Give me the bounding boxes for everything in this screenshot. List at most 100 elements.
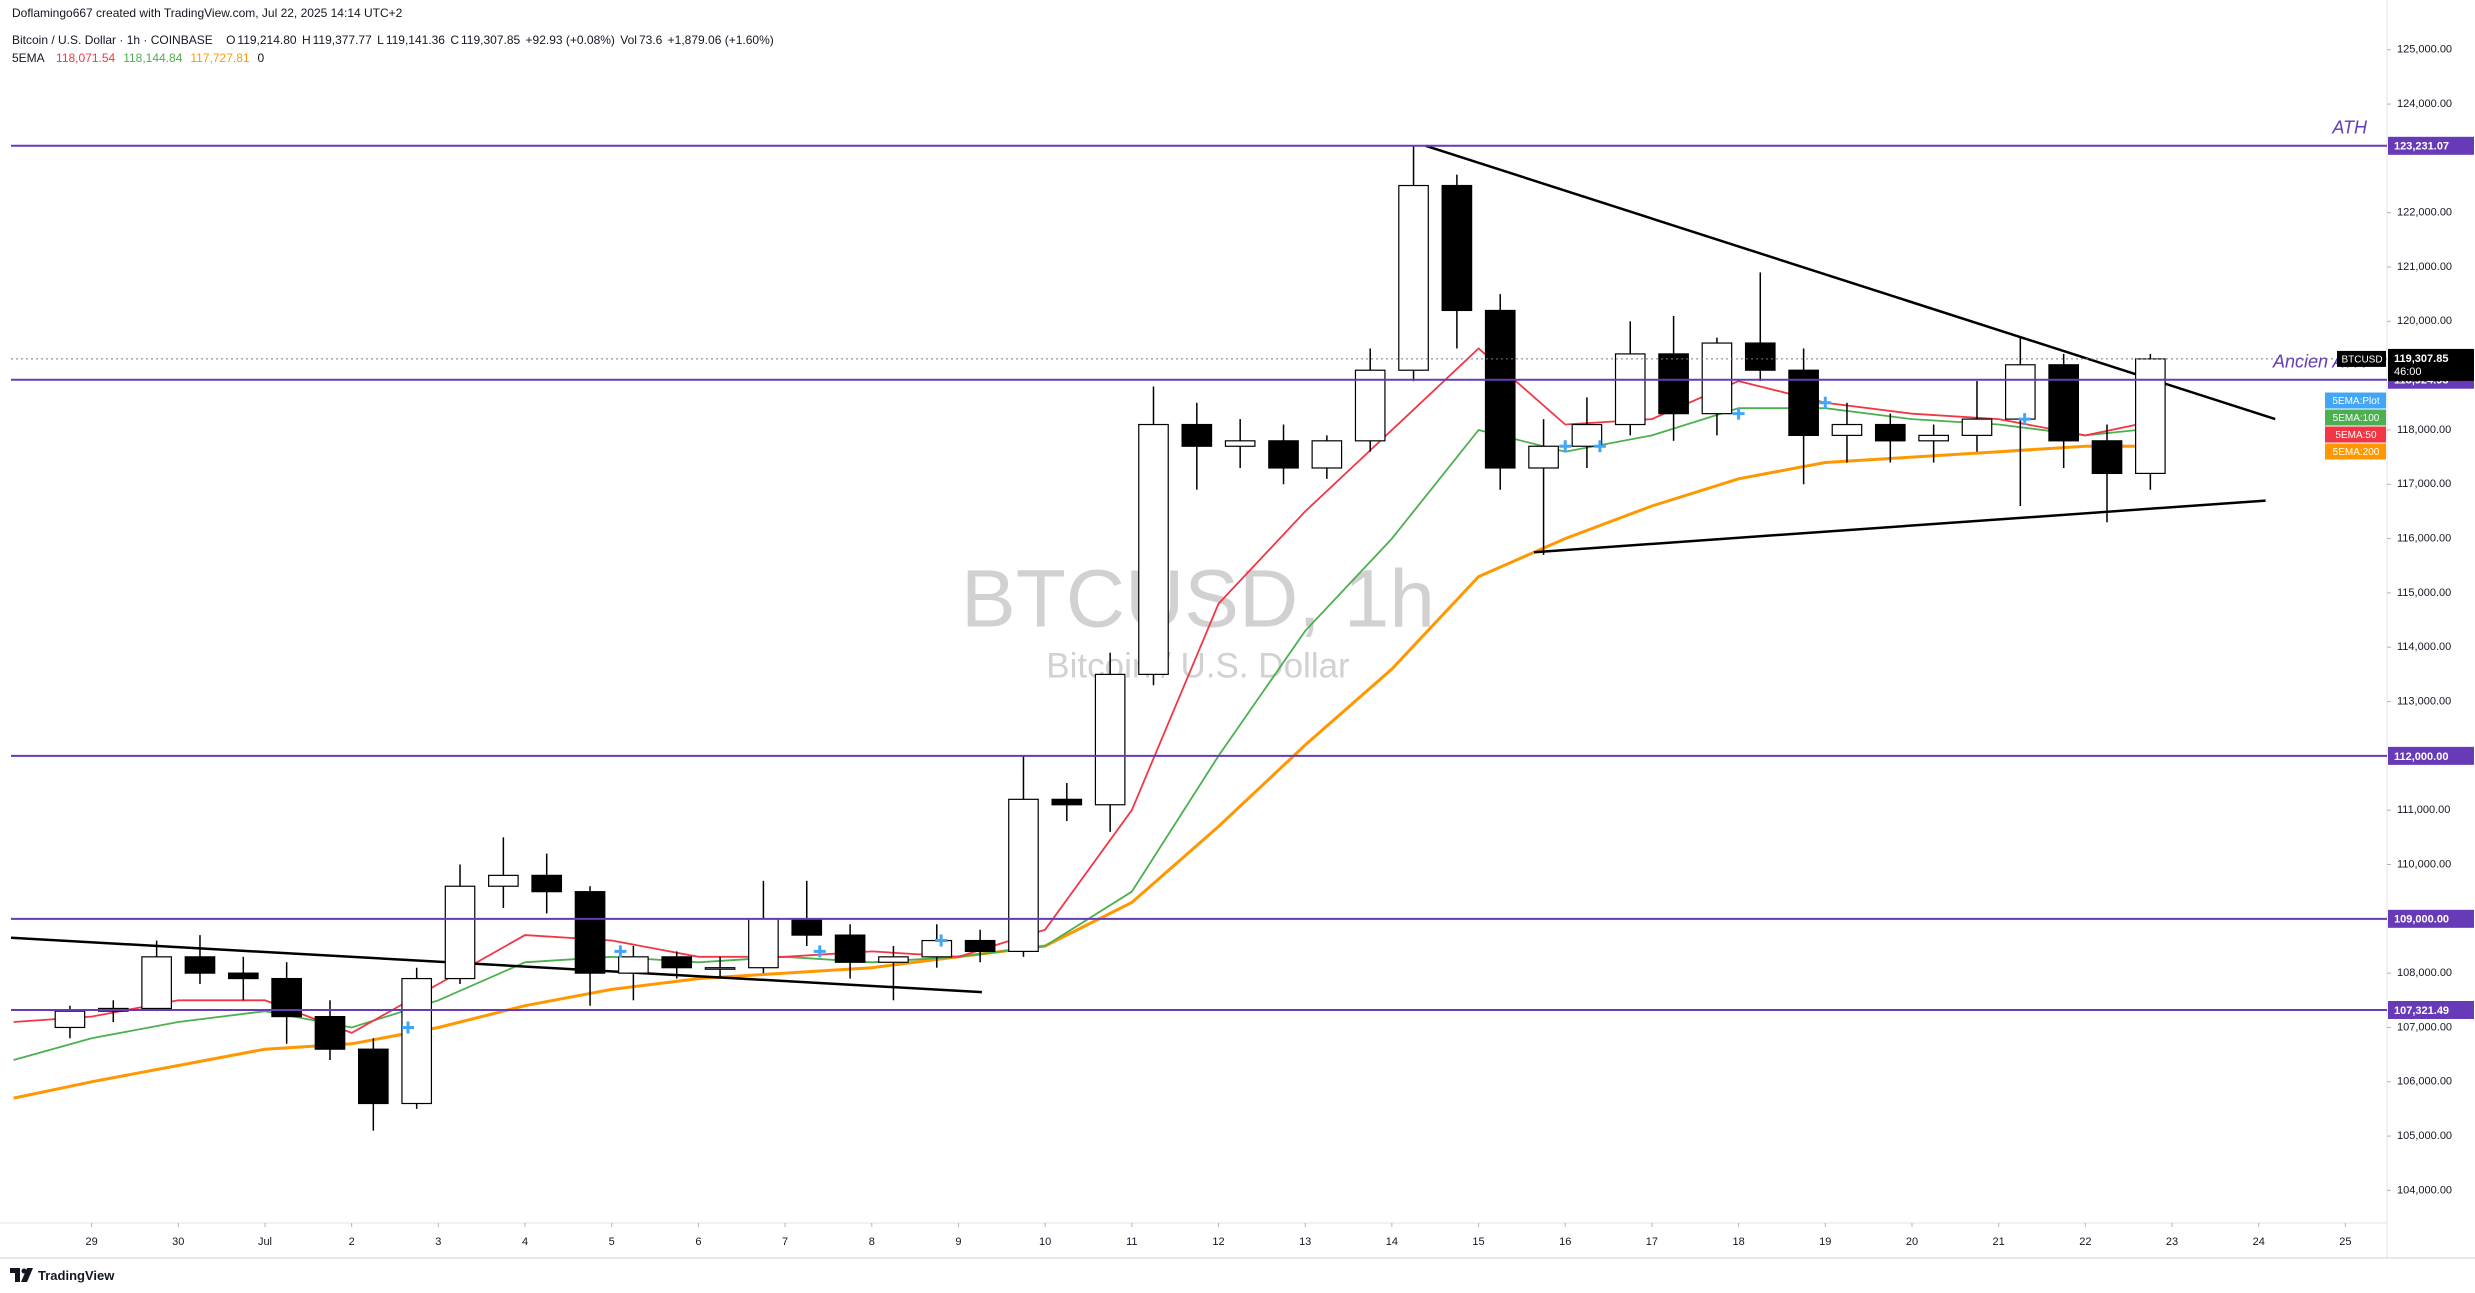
- candle-body: [1311, 440, 1343, 469]
- volume-value: 73.6: [638, 33, 663, 47]
- x-tick-label: 20: [1906, 1236, 1918, 1248]
- ema-value: 118,071.54: [56, 51, 116, 65]
- ema-marker: [402, 1021, 415, 1034]
- candle-body: [574, 891, 606, 974]
- x-tick-label: 23: [2166, 1236, 2178, 1248]
- y-tick-label: 118,000.00: [2397, 424, 2451, 436]
- candle-body: [1051, 798, 1083, 806]
- ohlc-label: O: [226, 33, 236, 47]
- x-tick-label: 6: [695, 1236, 701, 1248]
- x-tick-label: 21: [1993, 1236, 2005, 1248]
- y-tick-label: 117,000.00: [2397, 478, 2451, 490]
- ema-marker: [1559, 440, 1572, 453]
- credit: Doflamingo667 created with TradingView.c…: [12, 6, 403, 20]
- ohlc-label: H: [301, 33, 311, 47]
- ohlc-value: 119,214.80: [237, 33, 297, 47]
- candle-body: [704, 967, 736, 970]
- series-tag: 5EMA:200: [2333, 447, 2380, 458]
- last-price-label: 119,307.85: [2394, 353, 2448, 365]
- x-tick-label: 8: [869, 1236, 875, 1248]
- series-tag: 5EMA:100: [2333, 413, 2380, 424]
- x-tick-label: 22: [2079, 1236, 2091, 1248]
- y-tick-label: 110,000.00: [2397, 858, 2451, 870]
- candle-body: [531, 874, 563, 893]
- logo: [10, 1268, 33, 1282]
- candle-body: [227, 972, 259, 980]
- series-tag-box: [2325, 426, 2386, 443]
- x-tick-label: 9: [955, 1236, 961, 1248]
- ohlc-value: 119,377.77: [312, 33, 372, 47]
- ema-marker: [614, 945, 627, 958]
- candle-body: [878, 956, 909, 963]
- x-tick-label: 24: [2253, 1236, 2265, 1248]
- x-tick-label: 29: [85, 1236, 97, 1248]
- candle-body: [834, 934, 866, 963]
- candle-body: [1614, 353, 1646, 426]
- volume-change: +1,879.06 (+1.60%): [667, 33, 774, 47]
- candle-body: [1484, 309, 1516, 469]
- candle-body: [1441, 184, 1473, 312]
- candle-body: [1961, 418, 1993, 436]
- ohlc-label: C: [450, 33, 459, 47]
- x-tick-label: 7: [782, 1236, 788, 1248]
- x-tick-label: 4: [522, 1236, 528, 1248]
- level-price-box: [2388, 1000, 2474, 1019]
- ema-marker: [813, 945, 826, 958]
- symbol: Bitcoin / U.S. Dollar · 1h · COINBASE: [12, 33, 213, 47]
- y-tick-label: 116,000.00: [2397, 532, 2451, 544]
- x-tick-label: 19: [1819, 1236, 1831, 1248]
- series-tag: 5EMA:50: [2335, 430, 2377, 441]
- candle-body: [1398, 184, 1429, 371]
- candle-body: [1268, 440, 1299, 469]
- level-price-box: [2388, 136, 2474, 155]
- series-tag-box: [2325, 392, 2386, 409]
- level-price-label: 123,231.07: [2394, 141, 2449, 153]
- ohlc-value: 119,141.36: [385, 33, 445, 47]
- candle-body: [1874, 423, 1906, 442]
- level-note: ATH: [2331, 118, 2368, 138]
- x-tick-label: 10: [1039, 1236, 1051, 1248]
- brand: TradingView: [38, 1267, 115, 1283]
- candle-body: [1528, 445, 1559, 469]
- candle-body: [401, 977, 433, 1105]
- trend-line: [11, 936, 982, 994]
- watermark-title: BTCUSD, 1h: [961, 554, 1435, 645]
- y-tick-label: 104,000.00: [2397, 1184, 2452, 1196]
- ema-line: [13, 444, 2138, 1100]
- x-tick-label: 12: [1212, 1236, 1224, 1248]
- candle-body: [444, 885, 476, 980]
- series-tag-box: [2325, 443, 2386, 460]
- trend-line: [1425, 144, 2276, 421]
- y-tick-label: 121,000.00: [2397, 261, 2452, 273]
- level-price-label: 107,321.49: [2394, 1005, 2449, 1017]
- ema-marker: [1819, 396, 1832, 409]
- candle-body: [1744, 342, 1776, 371]
- candle-body: [184, 956, 216, 974]
- candle-body: [1918, 434, 1949, 442]
- candle-body: [141, 956, 172, 1010]
- candle-body: [1354, 369, 1386, 442]
- candle-body: [1138, 423, 1169, 675]
- x-tick-label: 25: [2339, 1236, 2351, 1248]
- ema-marker: [935, 934, 948, 947]
- x-tick-label: 18: [1732, 1236, 1744, 1248]
- level-price-box: [2388, 746, 2474, 765]
- ema-marker: [2018, 413, 2031, 426]
- candle-body: [1788, 369, 1819, 436]
- level-price-label: 109,000.00: [2394, 914, 2449, 926]
- candle-body: [1658, 353, 1689, 415]
- footer: TradingView: [10, 1264, 114, 1286]
- candle-body: [2048, 364, 2080, 442]
- x-tick-label: Jul: [258, 1236, 272, 1248]
- countdown: 46:00: [2394, 366, 2422, 378]
- candle-body: [2135, 358, 2166, 475]
- x-tick-label: 15: [1472, 1236, 1484, 1248]
- candle-body: [791, 918, 823, 936]
- volume-label: Vol: [620, 33, 637, 47]
- candle-body: [1008, 798, 1039, 953]
- y-tick-label: 124,000.00: [2397, 98, 2452, 110]
- candle-body: [54, 1010, 86, 1029]
- x-tick-label: 30: [172, 1236, 184, 1248]
